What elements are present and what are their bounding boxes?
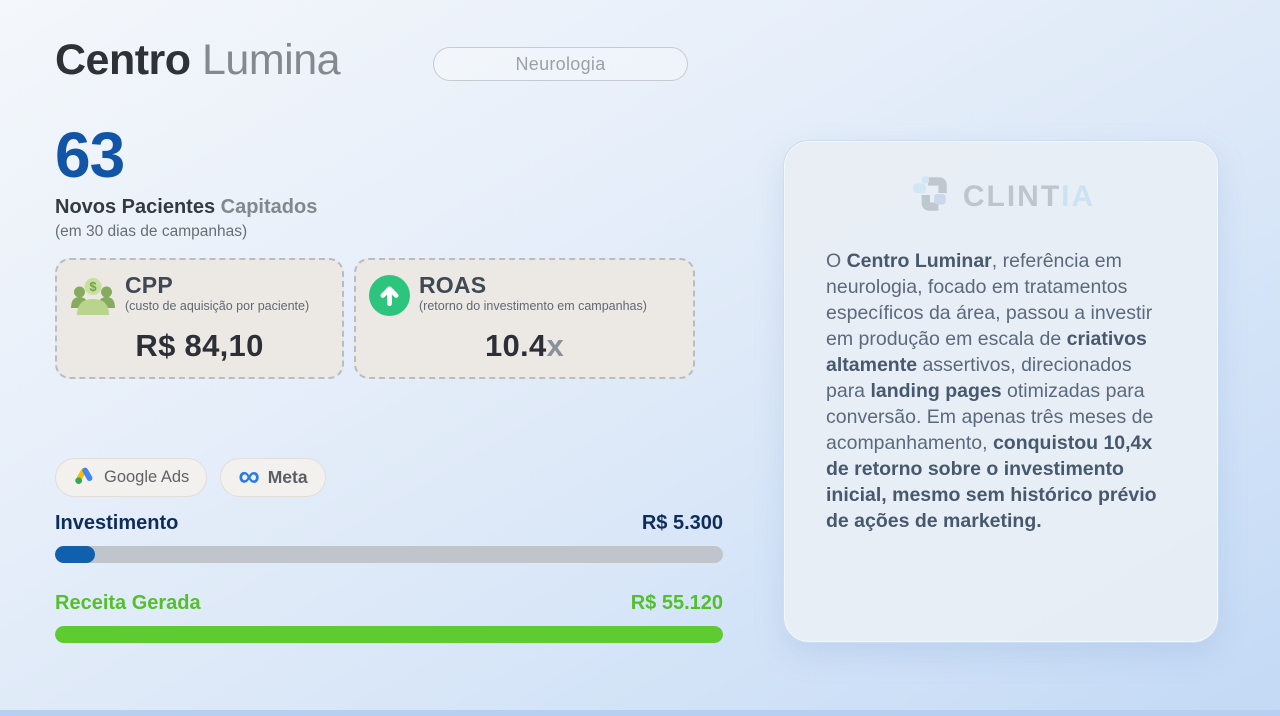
cpp-subtitle: (custo de aquisição por paciente): [125, 299, 310, 314]
meta-chip-label: Meta: [267, 467, 308, 487]
new-patients-sublabel: (em 30 dias de campanhas): [55, 223, 248, 240]
new-patients-label-secondary: Capitados: [220, 196, 318, 218]
roas-value-number: 10.4: [484, 328, 547, 363]
cpp-card: $ CPP (custo de aquisição por paciente) …: [55, 258, 344, 379]
title-primary: Centro: [55, 36, 191, 84]
revenue-label: Receita Gerada: [55, 592, 201, 614]
revenue-bar-track: [55, 626, 723, 643]
investment-bar-track: [55, 546, 723, 563]
roas-title: ROAS: [419, 272, 487, 298]
google-ads-icon: [73, 464, 96, 492]
roas-subtitle: (retorno do investimento em campanhas): [419, 299, 647, 314]
clintia-logo-icon: [907, 171, 953, 222]
roas-card-titles: ROAS (retorno do investimento em campanh…: [419, 273, 647, 313]
investment-label: Investimento: [55, 512, 179, 534]
roas-value-suffix: x: [546, 328, 565, 363]
patients-dollar-icon: $: [70, 275, 116, 324]
investment-bar-fill: [55, 546, 96, 563]
specialty-badge: Neurologia: [433, 47, 688, 81]
new-patients-count: 63: [55, 119, 125, 191]
investment-row: Investimento R$ 5.300: [55, 512, 723, 535]
case-study-panel: CLINTIA O Centro Luminar, referência em …: [783, 140, 1219, 643]
specialty-badge-label: Neurologia: [515, 53, 606, 74]
roas-value: 10.4x: [356, 328, 693, 364]
investment-amount: R$ 5.300: [641, 512, 723, 534]
new-patients-label: Novos Pacientes Capitados: [55, 196, 317, 219]
bottom-edge-strip: [0, 710, 1280, 716]
ad-platforms: Google Ads ∞ Meta: [55, 458, 326, 497]
brand-logo: CLINTIA: [784, 171, 1218, 222]
cpp-title: CPP: [125, 272, 173, 298]
svg-text:$: $: [89, 279, 97, 294]
google-ads-chip: Google Ads: [55, 458, 208, 497]
google-ads-chip-label: Google Ads: [104, 468, 190, 486]
case-study-text: O Centro Luminar, referência em neurolog…: [826, 250, 1157, 532]
revenue-amount: R$ 55.120: [630, 592, 723, 614]
brand-name-secondary: IA: [1061, 179, 1096, 213]
roas-card-header: ROAS (retorno do investimento em campanh…: [356, 260, 693, 321]
page-title: Centro Lumina: [55, 36, 341, 85]
meta-chip: ∞ Meta: [220, 458, 326, 497]
brand-name-primary: CLINT: [962, 179, 1062, 213]
roas-card: ROAS (retorno do investimento em campanh…: [354, 258, 695, 379]
arrow-up-circle-icon: [369, 275, 410, 321]
cpp-card-header: $ CPP (custo de aquisição por paciente): [57, 260, 342, 324]
revenue-bar-fill: [55, 626, 723, 643]
brand-name: CLINTIA: [963, 180, 1095, 214]
new-patients-label-primary: Novos Pacientes: [55, 196, 216, 218]
title-secondary: Lumina: [202, 36, 341, 84]
cpp-value: R$ 84,10: [135, 328, 264, 363]
revenue-row: Receita Gerada R$ 55.120: [55, 592, 723, 615]
cpp-card-titles: CPP (custo de aquisição por paciente): [125, 273, 309, 313]
